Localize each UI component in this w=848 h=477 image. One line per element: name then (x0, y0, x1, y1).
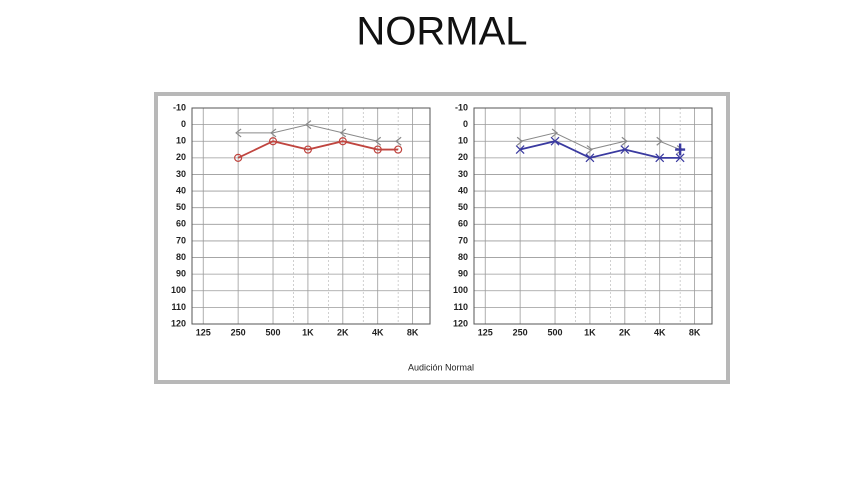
x-tick-label: 8K (407, 327, 419, 337)
point-marker (550, 136, 560, 146)
point-marker (373, 145, 382, 154)
y-tick-label: 0 (181, 119, 186, 129)
y-tick-label: 40 (176, 185, 186, 195)
y-tick-label: 20 (176, 152, 186, 162)
series-line (238, 124, 399, 142)
point-marker (304, 120, 312, 130)
x-tick-label: 2K (337, 327, 349, 337)
point-marker (395, 136, 402, 146)
point-marker (515, 145, 525, 154)
x-tick-label: 500 (266, 327, 281, 337)
x-tick-label: 2K (619, 327, 631, 337)
y-tick-label: 80 (458, 252, 468, 262)
plot-frame (191, 107, 431, 325)
y-tick-label: 60 (176, 219, 186, 229)
y-tick-label: 80 (176, 252, 186, 262)
y-tick-label: 110 (171, 302, 186, 312)
y-tick-label: 90 (176, 269, 186, 279)
y-tick-label: 100 (171, 285, 186, 295)
slide-title: NORMAL (356, 10, 527, 54)
point-marker (234, 153, 243, 162)
x-tick-label: 1K (584, 327, 596, 337)
y-tick-label: 70 (176, 235, 186, 245)
series-line (519, 140, 681, 159)
y-tick-label: 120 (453, 318, 468, 328)
x-tick-label: 4K (372, 327, 384, 337)
x-tick-label: 250 (513, 327, 528, 337)
series-line (520, 132, 681, 151)
x-tick-label: 250 (231, 327, 246, 337)
y-tick-label: 30 (458, 169, 468, 179)
point-marker (394, 145, 403, 154)
x-tick-label: 1K (302, 327, 314, 337)
x-tick-label: 500 (548, 327, 563, 337)
y-tick-label: 90 (458, 269, 468, 279)
y-tick-label: 60 (458, 219, 468, 229)
plot-frame (473, 107, 713, 325)
y-tick-label: 50 (176, 202, 186, 212)
point-marker (620, 145, 630, 154)
point-marker (516, 136, 524, 146)
y-tick-label: -10 (455, 102, 468, 112)
point-marker (585, 153, 595, 163)
x-tick-label: 125 (196, 327, 211, 337)
point-marker (621, 136, 628, 146)
y-tick-label: 40 (458, 185, 468, 195)
y-tick-label: 50 (458, 202, 468, 212)
point-marker (656, 136, 663, 146)
y-tick-label: 120 (171, 318, 186, 328)
point-marker (270, 128, 277, 138)
x-tick-label: 125 (478, 327, 493, 337)
point-marker (551, 128, 558, 138)
point-marker (235, 128, 242, 138)
y-tick-label: 20 (458, 152, 468, 162)
y-tick-label: 0 (463, 119, 468, 129)
figure-frame (154, 92, 730, 384)
point-marker (675, 143, 686, 156)
point-marker (655, 153, 665, 163)
y-tick-label: 10 (458, 136, 468, 146)
y-tick-label: 100 (453, 285, 468, 295)
point-marker (374, 136, 382, 146)
y-tick-label: 10 (176, 136, 186, 146)
x-tick-label: 4K (654, 327, 666, 337)
y-tick-label: -10 (173, 102, 186, 112)
y-tick-label: 30 (176, 169, 186, 179)
caption: Audición Normal (408, 362, 474, 372)
point-marker (675, 153, 685, 163)
point-marker (339, 128, 347, 138)
x-tick-label: 8K (689, 327, 701, 337)
point-marker (268, 137, 278, 146)
point-marker (586, 145, 593, 155)
y-tick-label: 70 (458, 235, 468, 245)
point-marker (338, 137, 347, 146)
y-tick-label: 110 (453, 302, 468, 312)
point-marker (303, 145, 313, 154)
